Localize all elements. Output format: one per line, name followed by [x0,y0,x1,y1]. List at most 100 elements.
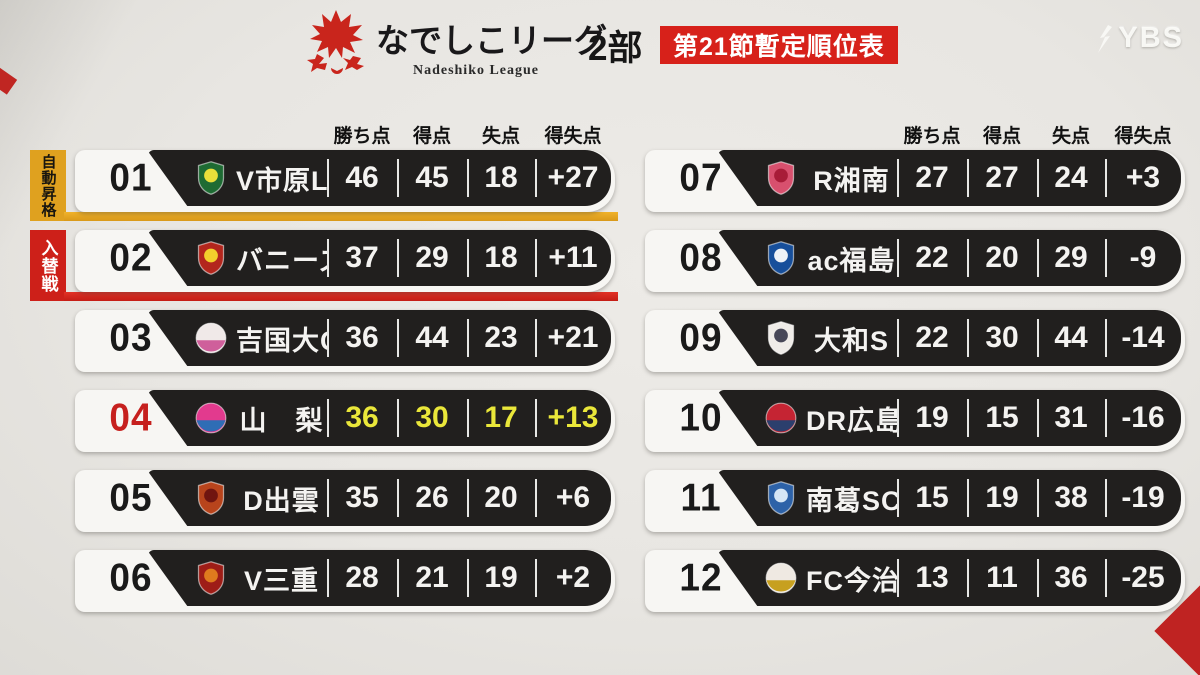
stat-goals-against: 18 [467,230,535,286]
nadeshiko-flower-icon [307,10,364,74]
column-header-points: 勝ち点 [903,125,961,147]
stat-goals-against: 20 [467,470,535,526]
stat-points: 35 [327,470,397,526]
row-bar: V三重 28 21 19 +2 [147,550,611,607]
team-crest [764,319,798,357]
stat-goal-difference: -19 [1105,470,1181,526]
station-watermark-text: YBS [1118,22,1184,54]
team-name: ac福島 [807,245,896,276]
column-header-goals-for: 得点 [982,125,1021,147]
table-row: 吉国大C 36 44 23 +21 03 [75,310,615,372]
team-name: DR広島 [806,405,897,436]
row-bar: ac福島 22 20 29 -9 [717,230,1181,287]
row-bar: DR広島 19 15 31 -16 [717,390,1181,447]
league-title: なでしこリーグ [376,22,607,59]
stat-goals-against: 44 [1037,310,1105,366]
stat-points: 27 [897,150,967,206]
stat-goal-difference: +11 [535,230,611,286]
column-headers-left: 勝ち点 得点 失点 得失点 [75,121,615,147]
team-crest-circle-icon [195,402,227,434]
league-title-block: なでしこリーグ Nadeshiko League [376,14,607,79]
team-crest [764,559,798,597]
stat-points: 15 [897,470,967,526]
table-row: ac福島 22 20 29 -9 08 [645,230,1185,292]
column-headers-right: 勝ち点 得点 失点 得失点 [645,121,1185,147]
stat-goals-against: 17 [467,390,535,446]
team-name: D出雲 [243,485,320,516]
team-name: V市原L [236,165,327,196]
rank-number: 07 [679,156,723,199]
division-label: 2部 [588,29,643,68]
rank-number: 03 [109,316,153,359]
playoff-label: 入替戦 [30,230,66,301]
stat-goals-for: 29 [397,230,467,286]
table-row: V市原L 46 45 18 +27 01 [75,150,615,212]
stat-goals-against: 29 [1037,230,1105,286]
team-crest [764,159,798,197]
stat-points: 37 [327,230,397,286]
team-crest [194,239,228,277]
table-row: 南葛SC 15 19 38 -19 11 [645,470,1185,532]
row-bar: D出雲 35 26 20 +6 [147,470,611,527]
stat-goals-against: 19 [467,550,535,606]
stat-goals-for: 21 [397,550,467,606]
stat-goal-difference: -16 [1105,390,1181,446]
column-header-goal-difference: 得失点 [1114,125,1172,147]
table-row: バニーズ 37 29 18 +11 02 [75,230,615,292]
stat-goals-for: 19 [967,470,1037,526]
rank-number: 10 [679,396,723,439]
team-name: バニーズ [236,245,327,276]
team-crest [194,159,228,197]
team-name: V三重 [243,565,319,596]
stat-goals-against: 36 [1037,550,1105,606]
round-title-box: 第21節暫定順位表 [660,26,898,64]
stat-goal-difference: +3 [1105,150,1181,206]
team-name: 南葛SC [806,485,897,516]
team-crest [764,479,798,517]
stat-goals-for: 45 [397,150,467,206]
auto-promotion-label: 自動昇格 [30,150,66,221]
stat-goal-difference: +21 [535,310,611,366]
team-crest [764,239,798,277]
stat-goal-difference: -14 [1105,310,1181,366]
stat-points: 46 [327,150,397,206]
team-crest-circle-icon [765,562,797,594]
stat-goals-for: 15 [967,390,1037,446]
stat-points: 28 [327,550,397,606]
stat-goal-difference: -25 [1105,550,1181,606]
column-header-goals-against: 失点 [481,125,520,147]
team-crest [194,399,228,437]
stat-points: 22 [897,230,967,286]
edge-red-sliver [0,67,18,95]
stat-points: 22 [897,310,967,366]
stat-goal-difference: +6 [535,470,611,526]
stat-goal-difference: -9 [1105,230,1181,286]
column-header-goals-for: 得点 [412,125,451,147]
team-crest [194,479,228,517]
team-name: FC今治 [806,565,897,596]
team-name: 山 梨 [239,405,324,436]
team-crest-circle-icon [765,402,797,434]
rank-number: 04 [109,396,153,439]
stat-points: 19 [897,390,967,446]
rank-number: 08 [679,236,723,279]
team-crest-shield-icon [197,161,225,195]
table-row: R湘南 27 27 24 +3 07 [645,150,1185,212]
team-crest [764,399,798,437]
team-crest-shield-icon [767,161,795,195]
team-crest-circle-icon [195,322,227,354]
auto-promotion-underline [64,212,618,221]
row-bar: R湘南 27 27 24 +3 [717,150,1181,207]
stat-goals-against: 18 [467,150,535,206]
column-header-goals-against: 失点 [1051,125,1090,147]
table-row: V三重 28 21 19 +2 06 [75,550,615,612]
row-bar: 大和S 22 30 44 -14 [717,310,1181,367]
row-bar: 山 梨 36 30 17 +13 [147,390,611,447]
stat-points: 13 [897,550,967,606]
column-header-points: 勝ち点 [333,125,391,147]
team-crest-shield-icon [767,481,795,515]
row-bar: バニーズ 37 29 18 +11 [147,230,611,287]
row-bar: FC今治 13 11 36 -25 [717,550,1181,607]
playoff-underline [64,292,618,301]
team-crest-shield-icon [767,241,795,275]
